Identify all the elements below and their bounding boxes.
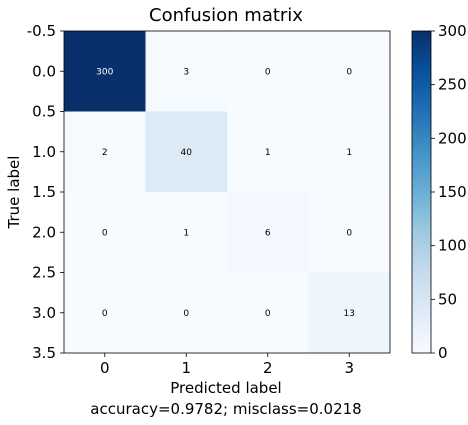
- heatmap-cell-2-2: [227, 192, 309, 273]
- colorbar-tick-label: 50: [438, 290, 457, 308]
- cell-value-3-2: 0: [265, 309, 271, 319]
- y-tick-label: 2.0: [32, 223, 56, 241]
- cell-value-0-2: 0: [265, 67, 271, 77]
- colorbar-tick-label: 250: [438, 76, 467, 94]
- colorbar-tick-label: 0: [438, 344, 448, 362]
- heatmap-cell-labels: 300 3 0 02 40 1 10 1 6 00 0 0 13: [96, 67, 355, 319]
- heatmap-cell-2-0: [64, 192, 146, 273]
- cell-value-2-1: 1: [183, 228, 189, 238]
- x-tick-label: 0: [100, 359, 110, 377]
- x-tick-label: 3: [344, 359, 354, 377]
- y-tick-label: 3.0: [32, 304, 56, 322]
- accuracy-subtitle: accuracy=0.9782; misclass=0.0218: [90, 400, 361, 418]
- colorbar-tick-label: 300: [438, 22, 467, 40]
- y-tick-label: 2.5: [32, 264, 56, 282]
- cell-value-2-0: 0: [102, 228, 108, 238]
- heatmap-cell-3-2: [227, 272, 309, 354]
- heatmap-cell-2-1: [145, 192, 228, 273]
- cell-value-1-2: 1: [265, 148, 271, 158]
- heatmap-cell-1-2: [227, 111, 309, 193]
- y-tick-label: -0.5: [27, 22, 56, 40]
- heatmap-cell-3-1: [145, 272, 228, 354]
- y-tick-label: 0.0: [32, 62, 56, 80]
- cell-value-2-3: 0: [346, 228, 352, 238]
- cell-value-3-0: 0: [102, 309, 108, 319]
- colorbar-tick-label: 100: [438, 237, 467, 255]
- heatmap-cell-0-3: [308, 31, 391, 112]
- heatmap-cell-1-3: [308, 111, 391, 193]
- heatmap-cell-1-1: [145, 111, 228, 193]
- cell-value-3-3: 13: [344, 309, 355, 319]
- cell-value-1-0: 2: [102, 148, 108, 158]
- y-tick-label: 0.5: [32, 103, 56, 121]
- y-axis-ticks: -0.5 0.0 0.5 1.0 1.5 2.0 2.5 3.0 3.5: [27, 22, 64, 362]
- cell-value-0-1: 3: [183, 67, 189, 77]
- x-axis-ticks: 0 1 2 3: [100, 353, 354, 377]
- heatmap-cell-0-2: [227, 31, 309, 112]
- cell-value-0-0: 300: [96, 67, 113, 77]
- x-tick-label: 2: [263, 359, 273, 377]
- y-tick-label: 1.5: [32, 183, 56, 201]
- y-tick-label: 3.5: [32, 344, 56, 362]
- heatmap-cell-0-0: [64, 31, 146, 112]
- cell-value-0-3: 0: [346, 67, 352, 77]
- heatmap-cell-2-3: [308, 192, 391, 273]
- cell-value-1-3: 1: [346, 148, 352, 158]
- heatmap-cell-0-1: [145, 31, 228, 112]
- y-axis-label: True label: [5, 156, 23, 230]
- colorbar-tick-label: 200: [438, 129, 467, 147]
- x-axis-label: Predicted label: [170, 379, 281, 397]
- colorbar-ticks: 0 50 100 150 200 250 300: [431, 22, 467, 362]
- colorbar-tick-label: 150: [438, 183, 467, 201]
- heatmap-cell-3-0: [64, 272, 146, 354]
- heatmap-cell-3-3: [308, 272, 391, 354]
- cell-value-2-2: 6: [265, 228, 271, 238]
- heatmap-cell-1-0: [64, 111, 146, 193]
- heatmap-cells: [64, 31, 391, 354]
- chart-title: Confusion matrix: [149, 5, 303, 26]
- colorbar: [411, 30, 432, 354]
- x-tick-label: 1: [181, 359, 191, 377]
- cell-value-3-1: 0: [183, 309, 189, 319]
- y-tick-label: 1.0: [32, 143, 56, 161]
- cell-value-1-1: 40: [181, 148, 193, 158]
